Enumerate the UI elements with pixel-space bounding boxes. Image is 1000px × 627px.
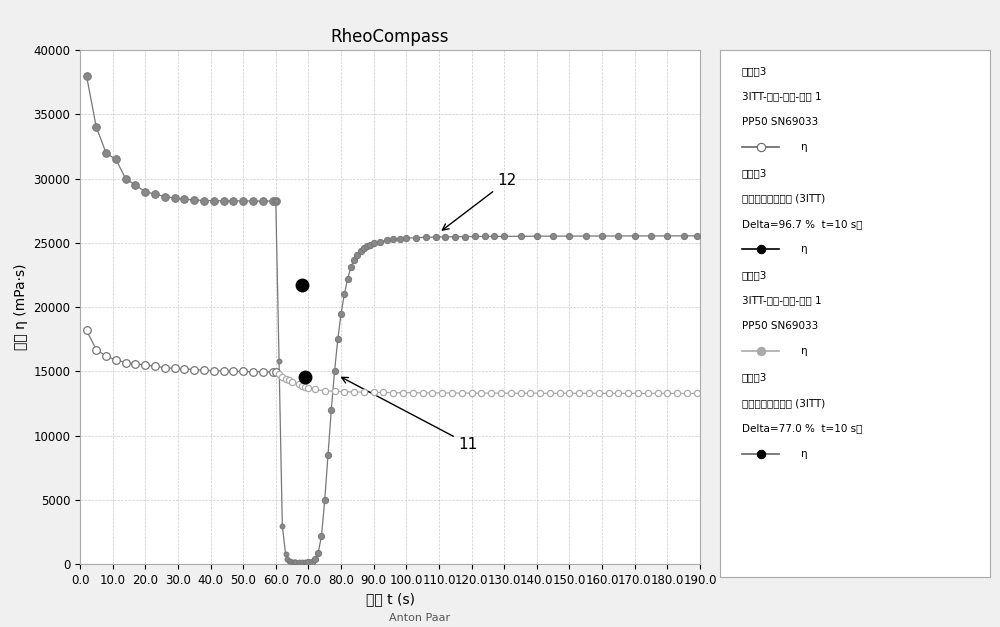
Text: η: η	[801, 142, 808, 152]
Text: Anton Paar: Anton Paar	[389, 613, 451, 623]
Text: 对比例3: 对比例3	[742, 270, 767, 280]
Title: RheoCompass: RheoCompass	[331, 28, 449, 46]
Text: PP50 SN69033: PP50 SN69033	[742, 117, 818, 127]
Text: Delta=96.7 %  t=10 s后: Delta=96.7 % t=10 s后	[742, 219, 862, 229]
Text: Delta=77.0 %  t=10 s后: Delta=77.0 % t=10 s后	[742, 423, 862, 433]
Text: 实施例3: 实施例3	[742, 168, 767, 178]
Text: PP50 SN69033: PP50 SN69033	[742, 321, 818, 331]
X-axis label: 时间 t (s): 时间 t (s)	[366, 593, 415, 606]
Text: 3ITT-旋转-旋转-旋转 1: 3ITT-旋转-旋转-旋转 1	[742, 295, 821, 305]
Text: 三段式触变性测试 (3ITT): 三段式触变性测试 (3ITT)	[742, 193, 825, 203]
Text: η: η	[801, 448, 808, 458]
Text: 12: 12	[442, 173, 517, 230]
Text: η: η	[801, 347, 808, 356]
Text: 对比例3: 对比例3	[742, 372, 767, 382]
Y-axis label: 粘度 η (mPa·s): 粘度 η (mPa·s)	[14, 264, 28, 350]
Text: 3ITT-旋转-旋转-旋转 1: 3ITT-旋转-旋转-旋转 1	[742, 92, 821, 101]
Text: 实施例3: 实施例3	[742, 66, 767, 76]
Text: η: η	[801, 245, 808, 254]
Text: 11: 11	[342, 377, 478, 451]
Text: 三段式触变性测试 (3ITT): 三段式触变性测试 (3ITT)	[742, 398, 825, 408]
